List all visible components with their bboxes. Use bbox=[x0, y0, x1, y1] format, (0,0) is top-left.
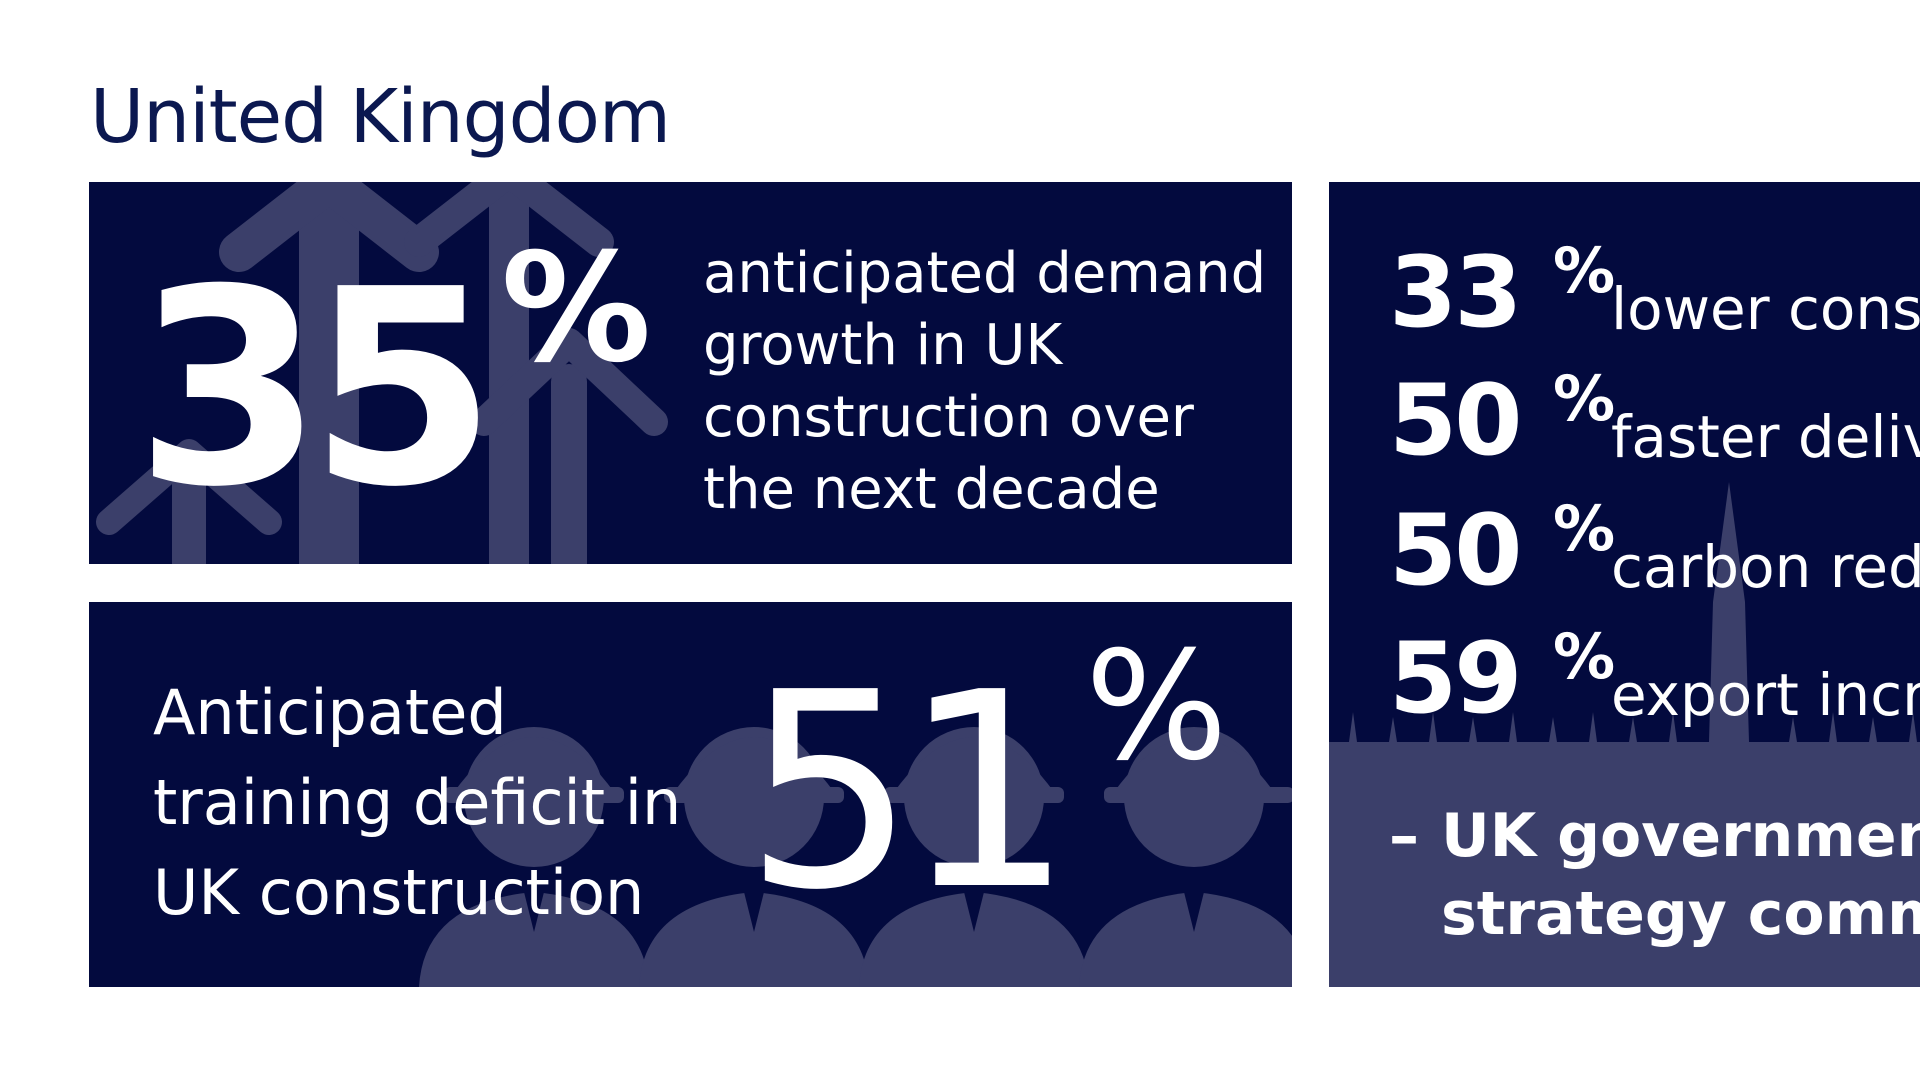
training-deficit-percent: % bbox=[1085, 620, 1228, 794]
target-percent: % bbox=[1553, 492, 1616, 565]
target-label: faster deliv bbox=[1611, 403, 1920, 471]
quote-band bbox=[1329, 777, 1920, 987]
training-deficit-description: Anticipated training deficit in UK const… bbox=[153, 668, 681, 938]
target-value: 33 bbox=[1389, 236, 1522, 350]
target-label: export incr bbox=[1611, 661, 1920, 729]
target-value: 50 bbox=[1389, 364, 1522, 478]
training-description-line: Anticipated bbox=[153, 676, 507, 749]
target-row: 59 % export incr bbox=[1389, 622, 1920, 740]
target-percent: % bbox=[1553, 362, 1616, 435]
workers-hardhat-icon bbox=[419, 727, 1292, 987]
demand-description-line: construction over bbox=[703, 385, 1194, 450]
target-value: 50 bbox=[1389, 494, 1522, 608]
target-label: lower cons bbox=[1611, 275, 1920, 343]
demand-description-line: the next decade bbox=[703, 457, 1160, 522]
demand-growth-value: 35 bbox=[135, 231, 497, 546]
demand-description-line: anticipated demand bbox=[703, 241, 1267, 306]
quote-dash: – bbox=[1389, 801, 1419, 871]
demand-growth-panel: 35 % anticipated demand growth in UK con… bbox=[89, 182, 1292, 564]
training-deficit-panel: Anticipated training deficit in UK const… bbox=[89, 602, 1292, 987]
demand-description-line: growth in UK bbox=[703, 313, 1063, 378]
target-percent: % bbox=[1553, 620, 1616, 693]
target-row: 50 % faster deliv bbox=[1389, 364, 1920, 482]
training-description-line: training deficit in bbox=[153, 766, 682, 839]
government-strategy-quote: – UK government strategy commi bbox=[1389, 797, 1920, 953]
arrows-up-icon bbox=[96, 182, 668, 564]
quote-line: UK government bbox=[1441, 801, 1920, 871]
demand-growth-percent: % bbox=[501, 222, 652, 396]
target-label: carbon red bbox=[1611, 533, 1920, 601]
target-row: 33 % lower cons bbox=[1389, 236, 1920, 354]
quote-line: strategy commi bbox=[1441, 879, 1920, 949]
training-description-line: UK construction bbox=[153, 856, 645, 929]
target-percent: % bbox=[1553, 234, 1616, 307]
training-deficit-value: 51 bbox=[744, 634, 1074, 949]
target-value: 59 bbox=[1389, 622, 1522, 736]
page-title: United Kingdom bbox=[90, 74, 671, 160]
target-row: 50 % carbon red bbox=[1389, 494, 1920, 612]
demand-growth-description: anticipated demand growth in UK construc… bbox=[703, 238, 1266, 526]
government-targets-panel: 33 % lower cons 50 % faster deliv 50 % c… bbox=[1329, 182, 1920, 987]
